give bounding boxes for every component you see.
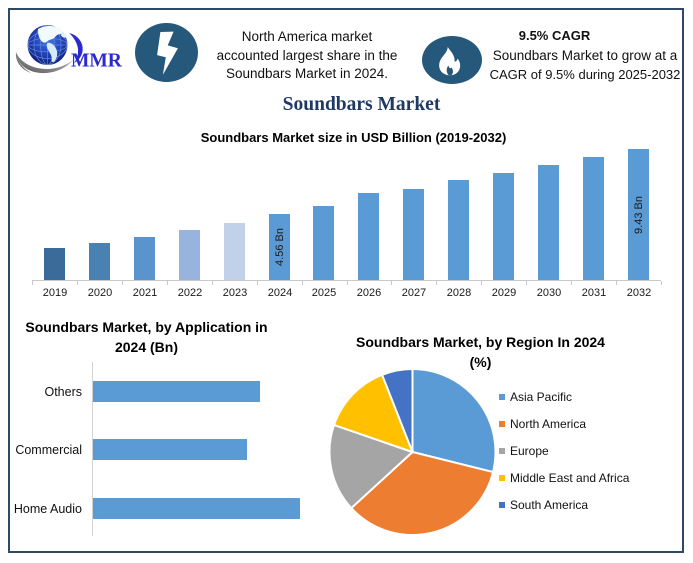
svg-text:MMR: MMR: [71, 51, 123, 72]
